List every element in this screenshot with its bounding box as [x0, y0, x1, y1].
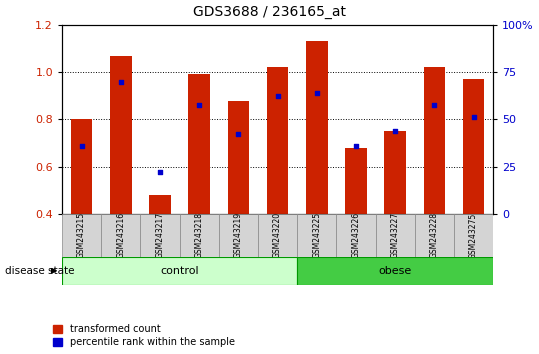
Bar [297, 214, 336, 257]
Text: GSM243275: GSM243275 [469, 212, 478, 258]
Legend: transformed count, percentile rank within the sample: transformed count, percentile rank withi… [53, 325, 235, 347]
Point [234, 131, 243, 137]
Point [391, 129, 399, 134]
Bar [424, 67, 445, 214]
Text: GSM243216: GSM243216 [116, 212, 125, 258]
Bar [227, 101, 249, 214]
Text: GSM243227: GSM243227 [391, 212, 400, 258]
Point [313, 91, 321, 96]
Bar [219, 214, 258, 257]
Text: GDS3688 / 236165_at: GDS3688 / 236165_at [193, 5, 346, 19]
Bar [62, 257, 297, 285]
Bar [267, 67, 288, 214]
Point [469, 114, 478, 120]
Bar [140, 214, 179, 257]
Point [430, 102, 439, 108]
Bar [415, 214, 454, 257]
Bar [297, 257, 493, 285]
Bar [376, 214, 415, 257]
Bar [345, 148, 367, 214]
Point [195, 102, 204, 108]
Bar [336, 214, 376, 257]
Text: GSM243226: GSM243226 [351, 212, 361, 258]
Text: GSM243219: GSM243219 [234, 212, 243, 258]
Point [156, 169, 164, 175]
Text: control: control [160, 266, 199, 276]
Bar [71, 119, 92, 214]
Bar [258, 214, 297, 257]
Point [116, 79, 125, 84]
Text: GSM243217: GSM243217 [155, 212, 164, 258]
Bar [149, 195, 171, 214]
Text: GSM243220: GSM243220 [273, 212, 282, 258]
Bar [110, 56, 132, 214]
Bar [179, 214, 219, 257]
Text: GSM243215: GSM243215 [77, 212, 86, 258]
Text: disease state: disease state [5, 266, 75, 276]
Point [77, 143, 86, 148]
Text: obese: obese [378, 266, 412, 276]
Bar [384, 131, 406, 214]
Bar [101, 214, 140, 257]
Bar [463, 79, 485, 214]
Point [351, 143, 360, 148]
Bar [454, 214, 493, 257]
Text: GSM243225: GSM243225 [312, 212, 321, 258]
Point [273, 93, 282, 99]
Bar [62, 214, 101, 257]
Text: GSM243218: GSM243218 [195, 212, 204, 258]
Text: GSM243228: GSM243228 [430, 212, 439, 258]
Bar [306, 41, 328, 214]
Bar [189, 74, 210, 214]
